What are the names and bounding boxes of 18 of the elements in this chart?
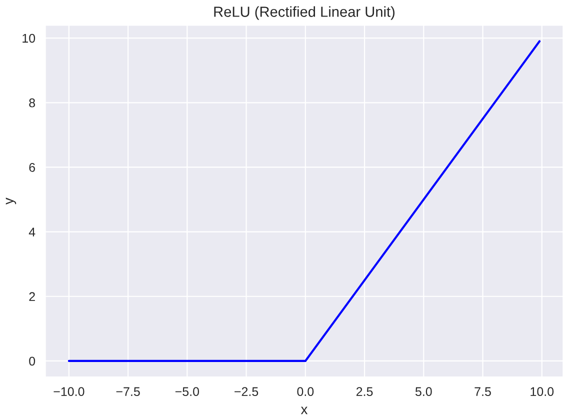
chart-title: ReLU (Rectified Linear Unit) [214,6,395,20]
x-tick-label: 0.0 [297,387,314,396]
x-tick-label: 5.0 [415,387,432,396]
x-tick-label: −7.5 [116,387,140,396]
y-axis-title: y [6,198,16,205]
y-tick-label: 8 [29,98,36,108]
x-tick-label: 7.5 [474,387,491,396]
y-tick-label: 2 [29,292,35,301]
x-tick-label: 10.0 [530,387,554,396]
y-tick-label: 10 [22,34,36,43]
x-tick-label: −5.0 [175,387,200,396]
y-tick-label: 4 [28,228,36,236]
x-tick-label: −10.0 [54,387,84,396]
y-tick-label: 0 [29,356,36,366]
y-tick-label: 6 [29,163,36,172]
x-tick-label: 2.5 [356,387,373,396]
x-tick-label: −2.5 [234,387,258,396]
x-axis-title: x [300,406,308,414]
